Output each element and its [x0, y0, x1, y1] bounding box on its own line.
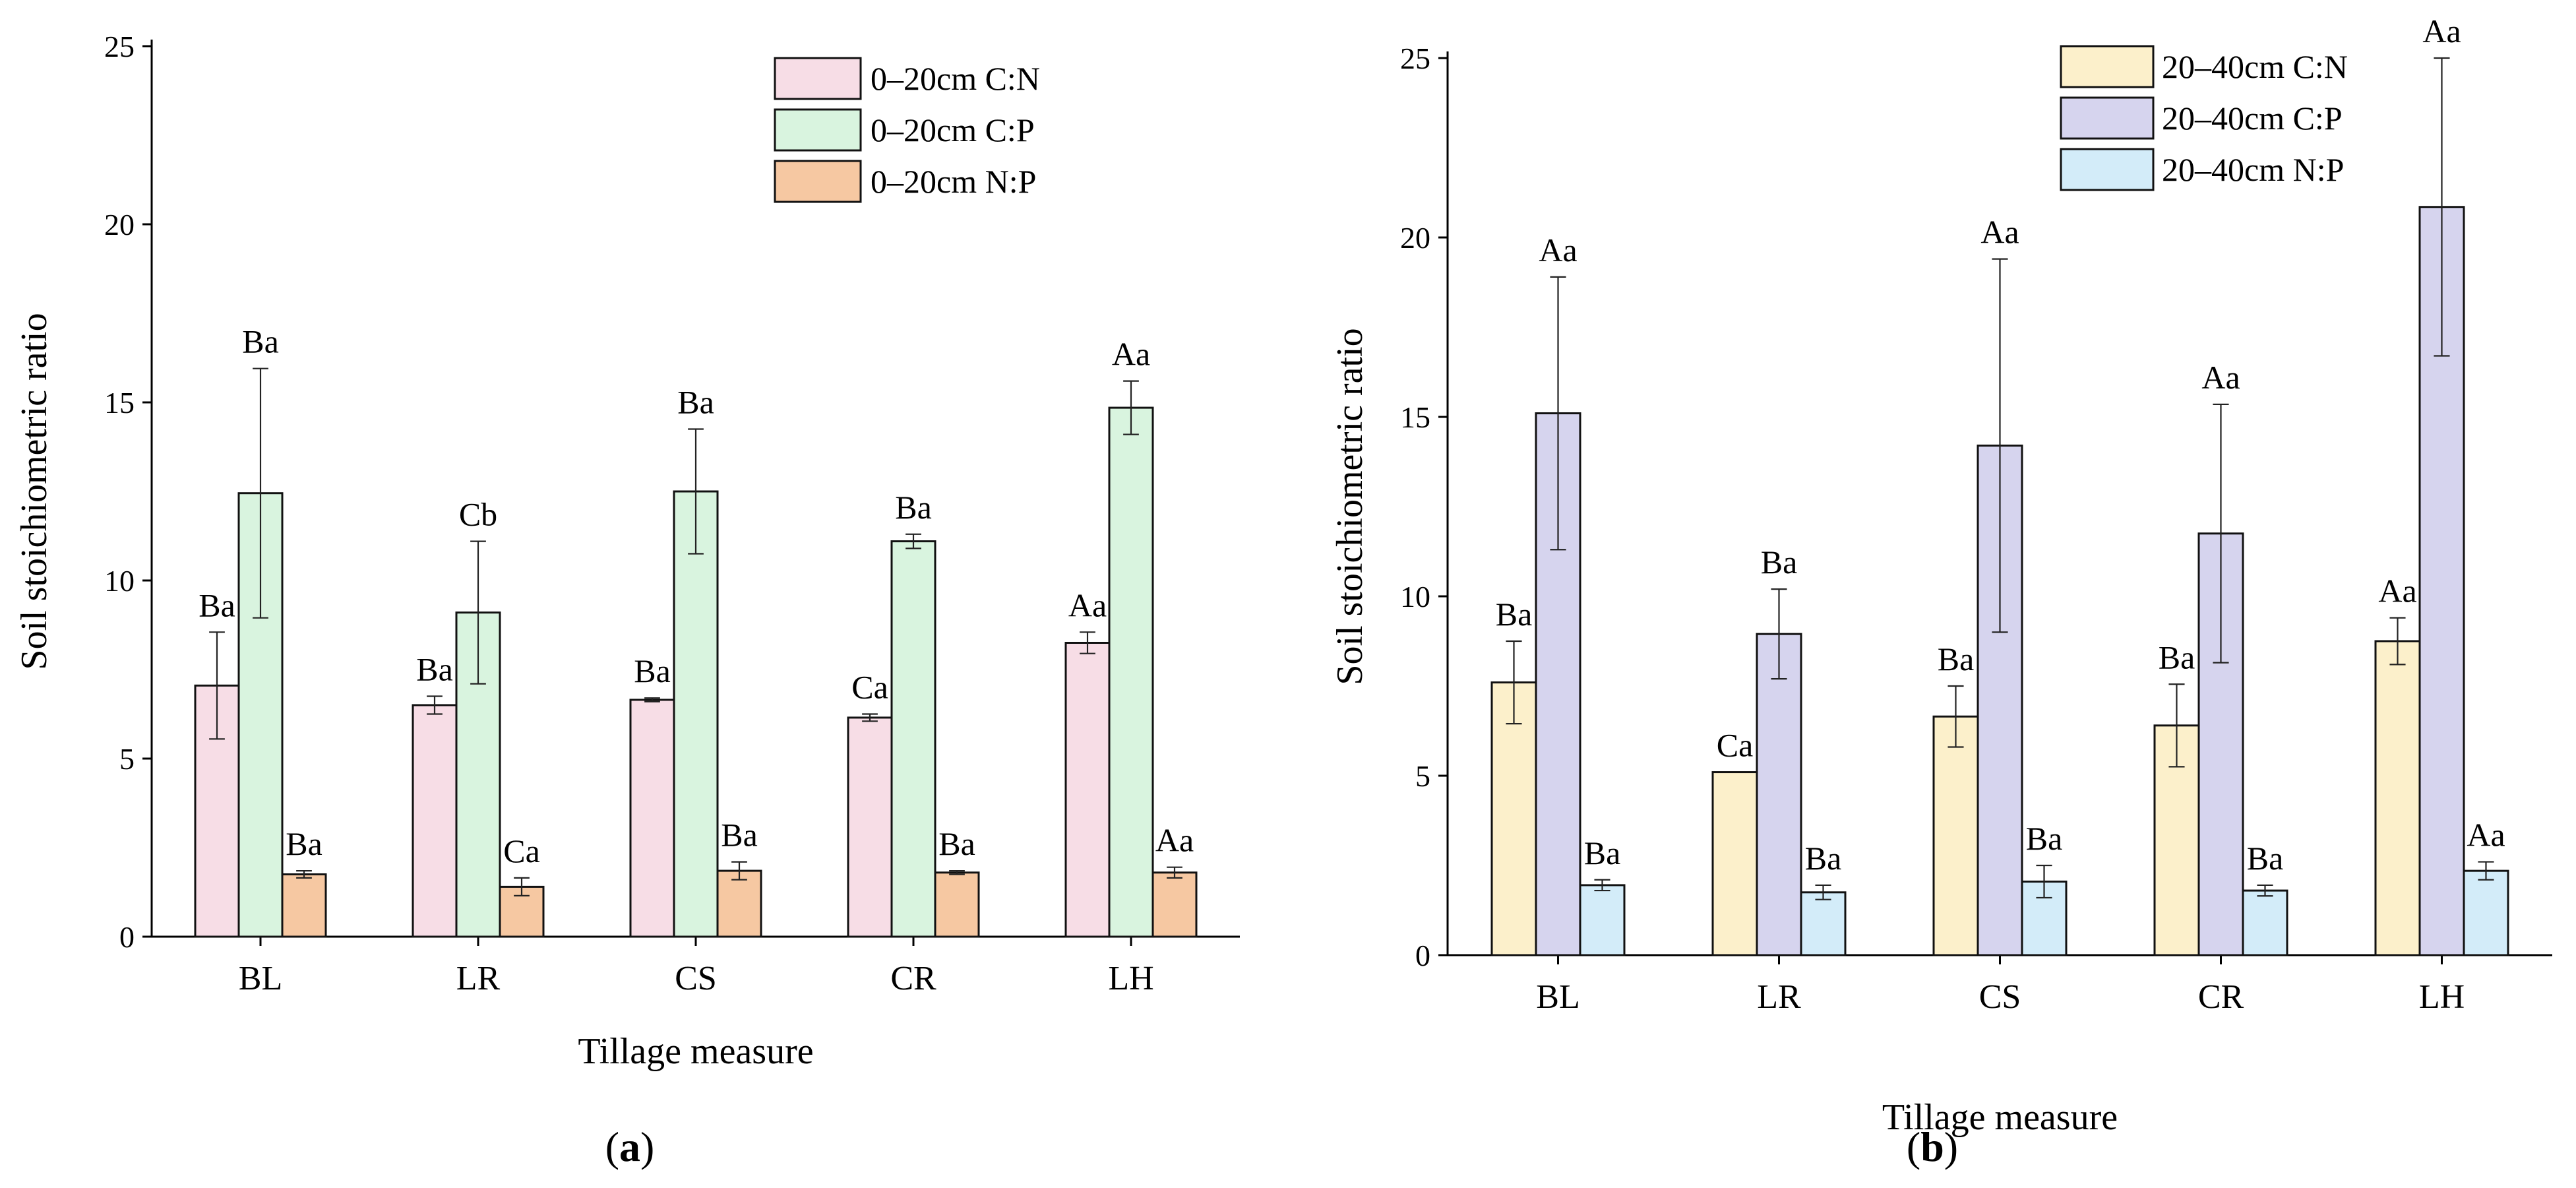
legend-label: 0–20cm C:N [871, 60, 1040, 97]
significance-label: Ca [1717, 727, 1754, 764]
bar [1151, 871, 1198, 938]
y-tick-label: 0 [119, 920, 135, 954]
significance-label: Ba [2026, 820, 2063, 857]
y-tick-label: 25 [1400, 42, 1430, 75]
y-tick-label: 20 [1400, 221, 1430, 255]
significance-label: Ba [286, 825, 322, 862]
significance-label: Ba [242, 323, 279, 360]
bar [1064, 642, 1111, 938]
significance-label: Ba [634, 652, 671, 689]
significance-label: Aa [1112, 336, 1150, 373]
bar [1800, 891, 1847, 956]
panel-a-chart: 0 5 10 15 20 25 BL Ba Ba Ba LR Ba Cb Ca CS Ba Ba Ba CR Ca Ba… [14, 30, 1240, 1170]
significance-label: Aa [2201, 359, 2240, 396]
significance-label: Ba [895, 489, 932, 526]
significance-label: Ba [938, 825, 975, 862]
significance-label: Ba [721, 817, 758, 854]
significance-label: Aa [2378, 573, 2416, 610]
significance-label: Ba [1761, 544, 1798, 580]
significance-label: Ba [677, 384, 714, 421]
significance-label: Aa [1980, 214, 2019, 251]
x-category-label: BL [239, 960, 282, 997]
y-tick-label: 5 [1415, 759, 1430, 793]
x-category-label: LR [456, 960, 501, 997]
legend-label: 20–40cm C:P [2162, 100, 2343, 137]
legend-label: 20–40cm N:P [2162, 151, 2344, 188]
legend-label: 0–20cm C:P [871, 111, 1035, 148]
significance-label: Ba [199, 586, 235, 623]
significance-label: Aa [1155, 822, 1194, 859]
legend-swatch [2060, 96, 2155, 140]
bar [890, 540, 936, 938]
panel-caption: (b) [1907, 1123, 1958, 1170]
y-tick-label: 25 [104, 30, 135, 63]
significance-label: Aa [2467, 817, 2505, 854]
y-tick-label: 20 [104, 208, 135, 241]
significance-label: Aa [2422, 13, 2461, 49]
legend-label: 0–20cm N:P [871, 163, 1036, 200]
bar [1490, 681, 1537, 956]
bar [1756, 633, 1802, 956]
bar [673, 490, 719, 938]
x-category-label: LH [2419, 978, 2465, 1016]
bar [1108, 406, 1154, 938]
bar [281, 873, 327, 938]
panel-caption: (a) [605, 1123, 655, 1170]
bar [2242, 889, 2288, 956]
significance-label: Aa [1068, 586, 1107, 623]
panel-b-chart: 0 5 10 15 20 25 BL Ba Aa Ba LR Ca Ba Ba CS Ba Aa Ba CR Ba Aa… [1330, 13, 2552, 1170]
bar [1711, 771, 1758, 956]
significance-label: Aa [1539, 232, 1577, 268]
significance-label: Ca [851, 669, 888, 706]
y-tick-label: 10 [104, 564, 135, 598]
y-tick-label: 5 [119, 742, 135, 776]
y-tick-label: 10 [1400, 580, 1430, 613]
legend-swatch [774, 160, 862, 203]
legend-label: 20–40cm C:N [2162, 48, 2348, 85]
significance-label: Ba [2247, 840, 2284, 877]
significance-label: Ba [1584, 834, 1621, 871]
significance-label: Ba [416, 651, 453, 688]
significance-label: Ba [1805, 840, 1842, 877]
y-tick-label: 15 [1400, 400, 1430, 434]
significance-label: Ba [2159, 639, 2195, 675]
significance-label: Ba [1938, 641, 1975, 677]
x-axis-title: Tillage measure [1882, 1097, 2118, 1138]
significance-label: Ca [503, 832, 540, 869]
legend-swatch [774, 108, 862, 152]
y-axis-title: Soil stoichiometric ratio [14, 313, 55, 670]
x-category-label: CS [675, 960, 717, 997]
x-axis-title: Tillage measure [578, 1031, 813, 1072]
bar [1932, 715, 1979, 956]
legend-swatch [2060, 45, 2155, 88]
bar [716, 869, 762, 938]
y-tick-label: 0 [1415, 939, 1430, 972]
x-category-label: CR [890, 960, 936, 997]
y-axis-title: Soil stoichiometric ratio [1330, 328, 1370, 685]
x-category-label: LH [1108, 960, 1153, 997]
bar [934, 871, 980, 938]
x-category-label: LR [1757, 978, 1801, 1016]
significance-label: Cb [459, 496, 497, 533]
bar [2374, 640, 2421, 956]
legend-swatch [774, 57, 862, 100]
bar [629, 699, 675, 938]
significance-label: Ba [1496, 596, 1533, 633]
bar [1579, 884, 1626, 956]
x-category-label: BL [1536, 978, 1579, 1016]
bar [2463, 869, 2509, 956]
x-category-label: CS [1979, 978, 2021, 1016]
bar [412, 704, 458, 938]
bar [847, 716, 893, 938]
x-category-label: CR [2198, 978, 2244, 1016]
y-tick-label: 15 [104, 386, 135, 420]
legend-swatch [2060, 148, 2155, 191]
